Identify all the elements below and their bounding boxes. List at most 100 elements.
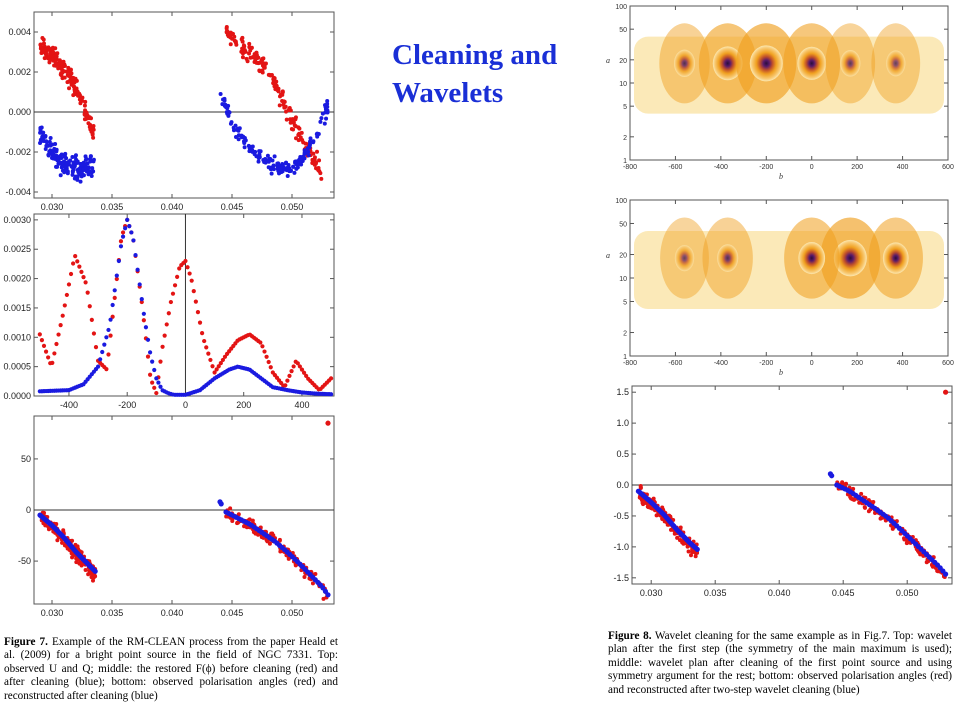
red-data-point [254, 50, 259, 55]
blue-data-point [285, 174, 290, 179]
red-data-point [87, 125, 92, 130]
blue-data-point [141, 311, 146, 316]
red-series [37, 217, 334, 396]
red-data-point [310, 581, 315, 586]
blue-data-point [88, 159, 93, 164]
blue-data-point [114, 273, 119, 278]
red-data-point [162, 333, 167, 338]
blue-data-point [118, 244, 124, 249]
blue-data-point [143, 325, 149, 330]
red-data-point [651, 496, 656, 501]
blue-data-point [328, 392, 334, 397]
red-data-point [104, 367, 109, 372]
blue-data-point [257, 155, 262, 160]
red-data-point [244, 56, 249, 61]
wavelet-maximum [798, 242, 826, 275]
blue-data-point [62, 164, 67, 169]
fig8-top-svg: -800 -600 -400 -200 0 200 400 600 1 2 5 10 20 50 100 b a [606, 4, 954, 181]
blue-data-point [298, 156, 303, 161]
x-axis-label: b [779, 368, 783, 377]
red-data-point [296, 138, 301, 143]
y-tick-label: 0.0 [616, 480, 629, 490]
y-tick-label: 100 [615, 198, 627, 205]
red-data-point [118, 239, 124, 244]
red-data-point [64, 292, 69, 298]
figure7-caption: Figure 7. Example of the RM-CLEAN proces… [4, 636, 338, 703]
red-data-point [317, 158, 322, 163]
red-data-point [50, 47, 55, 52]
blue-data-point [269, 171, 274, 176]
red-data-point [197, 320, 203, 325]
red-data-point [253, 55, 258, 60]
red-data-point [56, 332, 61, 337]
x-tick-label: -200 [118, 400, 136, 410]
blue-data-point [241, 134, 246, 139]
blue-data-point [311, 140, 316, 145]
red-data-point [87, 304, 92, 309]
red-data-point [688, 553, 693, 558]
blue-data-point [86, 165, 91, 170]
blue-data-point [80, 172, 85, 177]
blue-data-point [261, 157, 266, 162]
red-data-point [66, 282, 72, 287]
red-data-point [168, 299, 173, 305]
blue-data-point [44, 143, 49, 148]
red-data-point [73, 254, 78, 259]
red-data-point [53, 60, 58, 65]
blue-data-point [102, 342, 107, 347]
red-data-point [64, 69, 69, 74]
y-axis-label: a [606, 56, 610, 65]
red-data-point [56, 66, 61, 71]
blue-data-point [246, 143, 251, 148]
blue-data-point [287, 169, 292, 174]
x-tick-label: 0.050 [896, 588, 919, 598]
y-tick-label: 1 [623, 158, 627, 165]
red-data-point [224, 26, 229, 31]
x-tick-label: 0.030 [41, 202, 64, 212]
red-data-point [924, 560, 929, 565]
wavelet-maximum [673, 49, 696, 78]
y-tick-label: -1.5 [613, 573, 629, 583]
red-data-point [297, 364, 302, 369]
y-tick-label: 2 [623, 135, 627, 142]
x-tick-label: 0.035 [704, 588, 727, 598]
blue-data-point [137, 282, 142, 287]
red-data-point [258, 340, 263, 345]
red-data-point [72, 84, 77, 89]
red-data-point [675, 535, 680, 540]
red-data-point [852, 497, 857, 502]
red-data-point [272, 76, 277, 81]
blue-extra-point [218, 501, 224, 507]
blue-data-point [135, 267, 140, 272]
red-data-point [46, 355, 51, 360]
blue-data-point [271, 167, 276, 172]
red-data-point [291, 120, 296, 125]
red-data-point [91, 574, 96, 579]
y-tick-label: 0.0000 [3, 391, 31, 401]
red-data-point [195, 310, 201, 315]
y-tick-label: 5 [623, 299, 627, 306]
red-data-point [44, 52, 49, 57]
y-tick-label: 0 [26, 505, 31, 515]
red-data-point [260, 68, 265, 73]
red-data-point [256, 61, 261, 66]
blue-data-point [250, 148, 255, 153]
red-data-point [264, 354, 269, 359]
y-tick-label: 10 [619, 81, 627, 88]
blue-data-point [275, 161, 280, 166]
blue-data-point [272, 154, 277, 159]
red-data-point [52, 351, 57, 356]
x-tick-label: -200 [759, 164, 773, 171]
red-data-point [41, 41, 46, 46]
y-tick-label: 0.002 [8, 67, 31, 77]
red-data-point [50, 360, 55, 365]
slide-title-line-2: Wavelets [392, 77, 504, 109]
x-tick-label: 0.030 [41, 608, 64, 618]
y-axis-label: a [606, 251, 610, 260]
x-tick-label: 400 [897, 164, 909, 171]
blue-data-point [127, 224, 132, 229]
y-tick-label: 1.0 [616, 418, 629, 428]
plot-frame [33, 213, 335, 397]
blue-data-point [158, 384, 163, 389]
red-data-point [296, 125, 301, 130]
